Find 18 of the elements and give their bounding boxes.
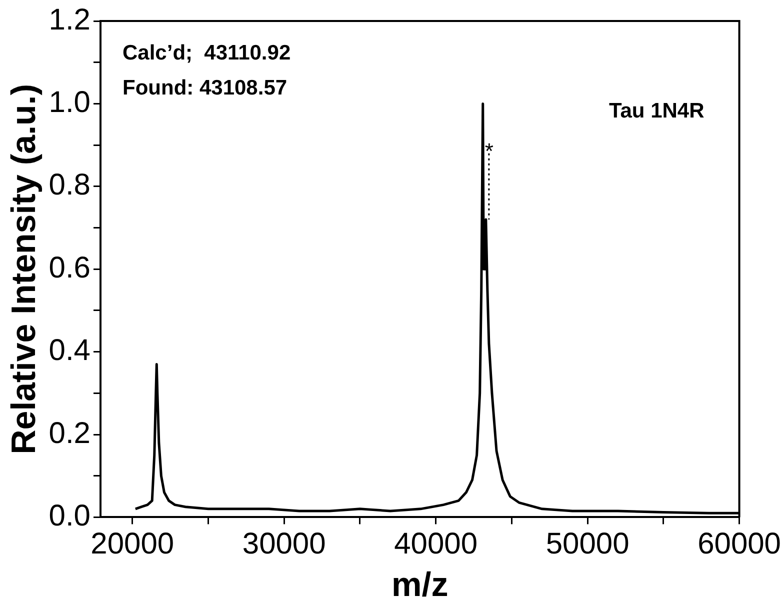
y-tick-label: 0.8 <box>48 168 91 202</box>
x-tick-label: 20000 <box>90 527 174 560</box>
annotation: Found: 43108.57 <box>122 76 288 100</box>
x-axis-title: m/z <box>392 566 448 604</box>
annotation: Tau 1N4R <box>608 99 704 122</box>
x-tick-label: 40000 <box>394 527 478 560</box>
y-tick-label: 0.4 <box>48 334 91 368</box>
annotation: Calc’d; 43110.92 <box>122 41 291 64</box>
annotation: * <box>484 138 494 164</box>
y-axis-title: Relative Intensity (a.u.) <box>4 84 43 454</box>
x-tick-label: 50000 <box>546 527 630 560</box>
y-tick-label: 0.0 <box>48 499 91 532</box>
y-tick-label: 1.2 <box>48 3 91 36</box>
y-tick-label: 0.2 <box>48 416 91 450</box>
y-tick-label: 0.6 <box>48 251 91 284</box>
y-tick-label: 1.0 <box>48 86 91 119</box>
x-tick-label: 30000 <box>242 527 326 560</box>
x-tick-label: 60000 <box>698 527 782 560</box>
